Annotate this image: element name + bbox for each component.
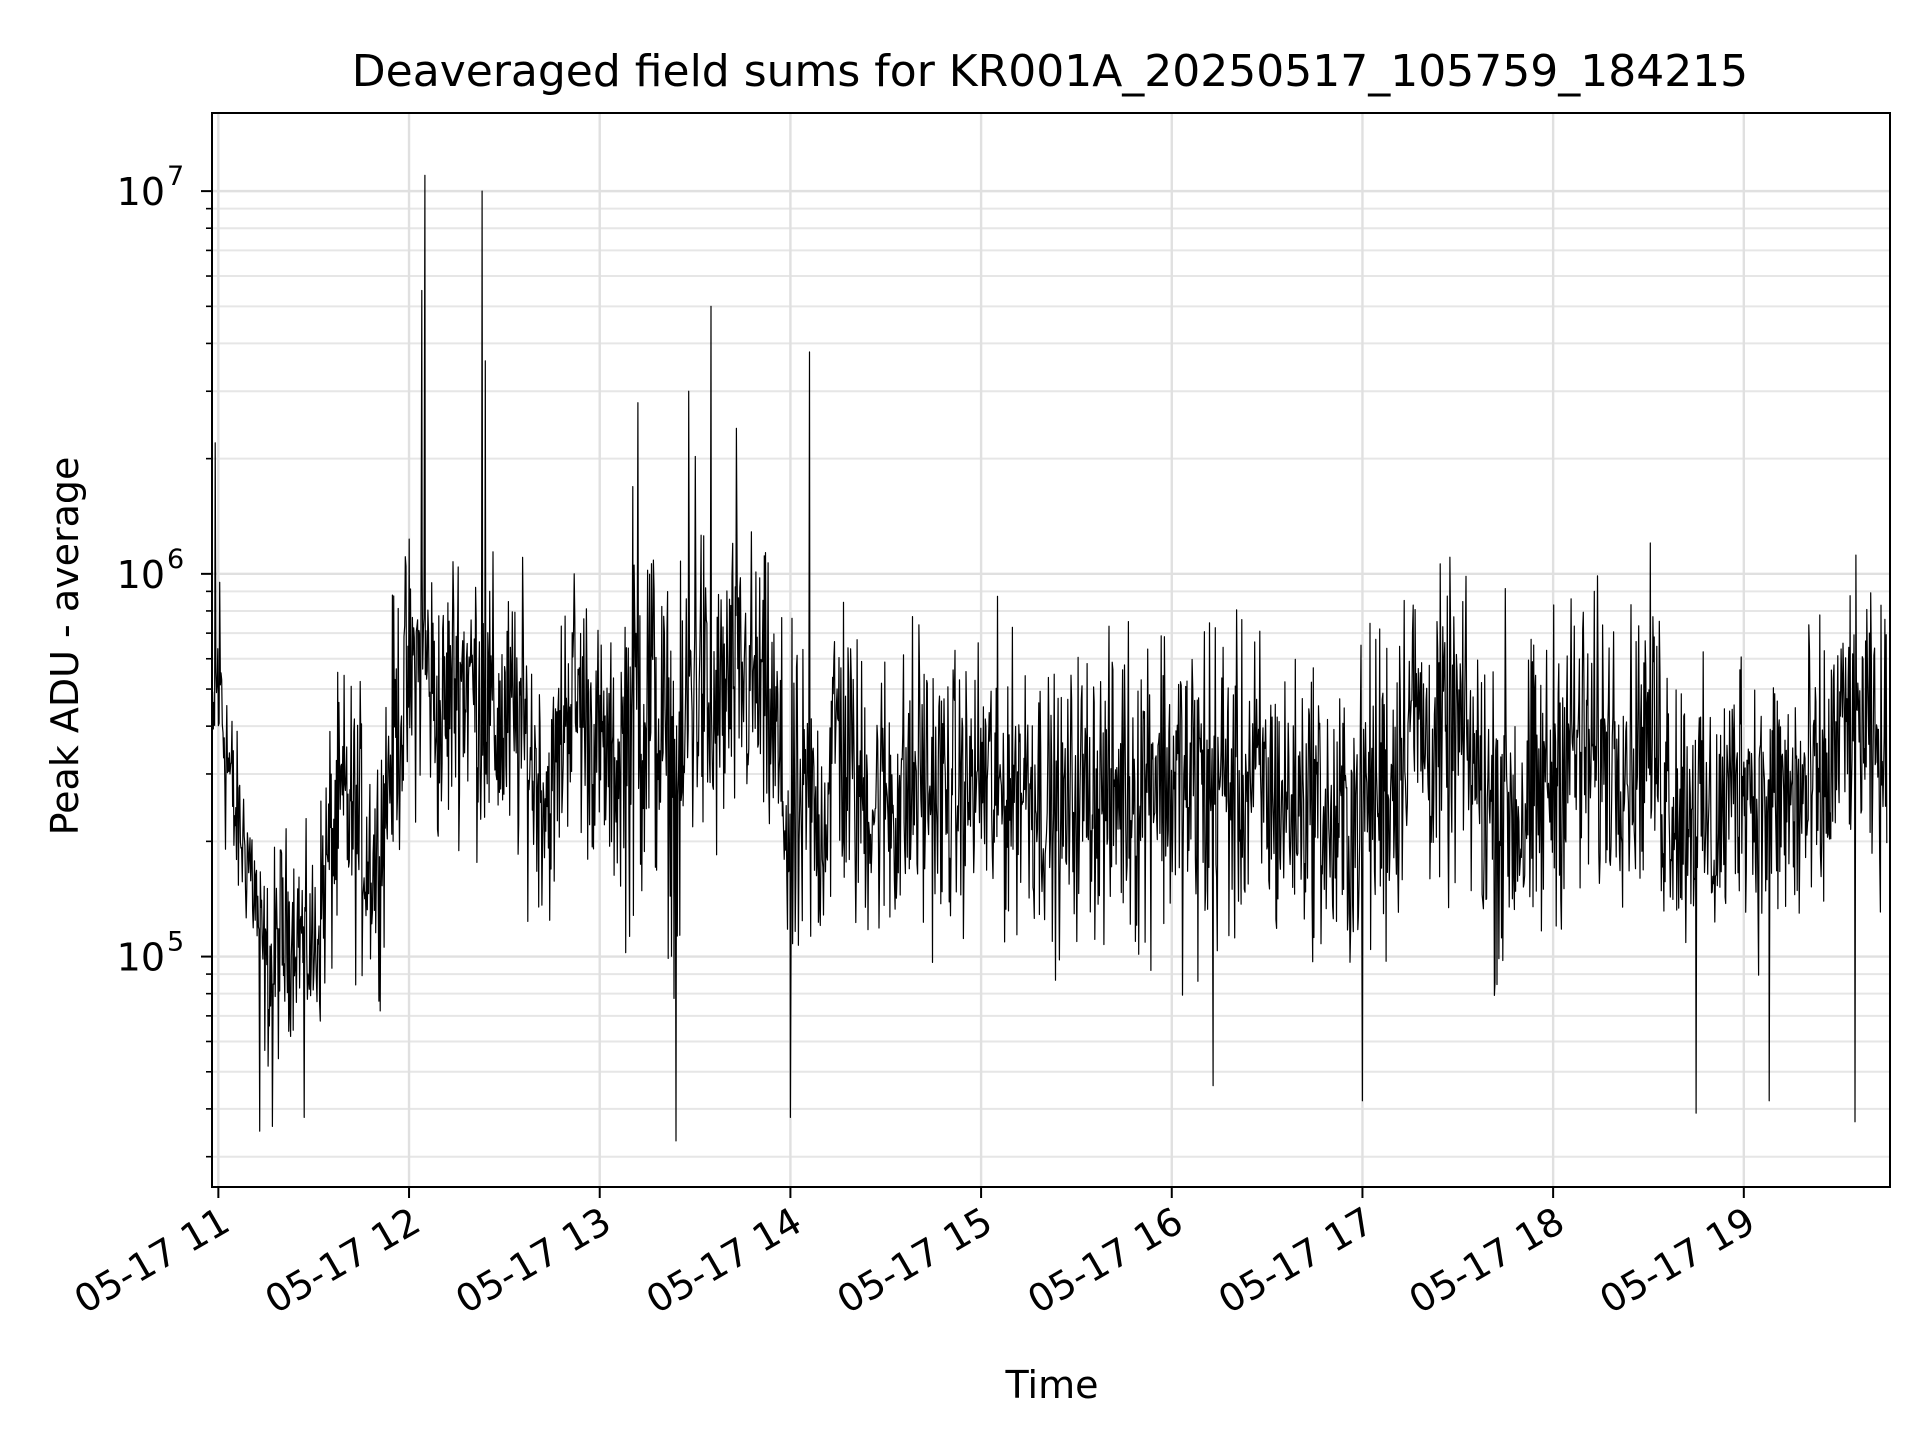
y-axis-label: Peak ADU - average [43, 457, 87, 836]
data-series [211, 174, 1888, 1142]
chart-title: Deaveraged field sums for KR001A_2025051… [352, 46, 1748, 97]
y-tick-exponent: 7 [167, 161, 184, 192]
x-axis-label: Time [1005, 1363, 1099, 1407]
y-tick-label: 10 [117, 553, 165, 597]
y-tick-label: 10 [117, 170, 165, 214]
y-tick-exponent: 6 [167, 544, 184, 575]
y-tick-exponent: 5 [167, 927, 184, 958]
series-line [211, 174, 1888, 1142]
plot-frame [211, 112, 1891, 1188]
y-tick-label: 10 [117, 936, 165, 980]
